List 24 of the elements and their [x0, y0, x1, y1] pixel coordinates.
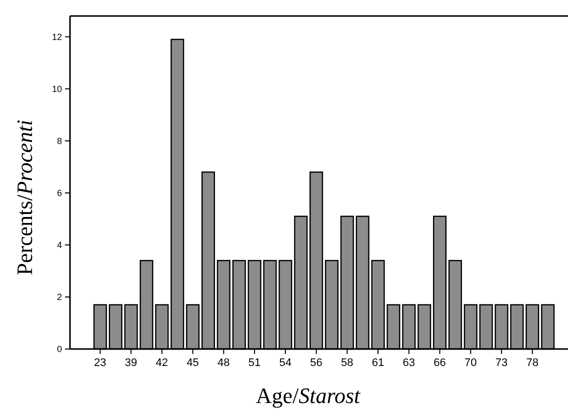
y-tick-label: 10	[52, 84, 62, 94]
x-tick-label: 56	[310, 357, 322, 369]
x-tick-label: 45	[186, 357, 199, 369]
x-tick-label: 78	[526, 357, 539, 369]
y-tick-label: 0	[56, 344, 62, 354]
y-tick-label: 6	[56, 188, 62, 198]
x-axis-title: Age/Starost	[256, 383, 362, 408]
x-tick-label: 66	[434, 357, 446, 369]
y-tick-label: 2	[56, 292, 62, 302]
x-tick-label: 23	[94, 357, 106, 369]
x-tick-label: 39	[124, 357, 138, 369]
y-tick-label: 8	[56, 136, 62, 146]
x-tick-label: 73	[495, 357, 508, 369]
x-tick-label: 42	[156, 357, 168, 369]
y-axis-title: Percents/Procenti	[12, 120, 37, 276]
x-tick-label: 54	[279, 357, 292, 369]
y-tick-label: 4	[56, 240, 62, 250]
x-tick-label: 70	[464, 357, 477, 369]
x-tick-label: 58	[341, 357, 354, 369]
x-tick-label: 61	[372, 357, 384, 369]
x-tick-label: 63	[402, 357, 416, 369]
y-tick-label: 12	[52, 32, 62, 42]
x-tick-label: 51	[248, 357, 261, 369]
x-tick-label: 48	[218, 357, 230, 369]
